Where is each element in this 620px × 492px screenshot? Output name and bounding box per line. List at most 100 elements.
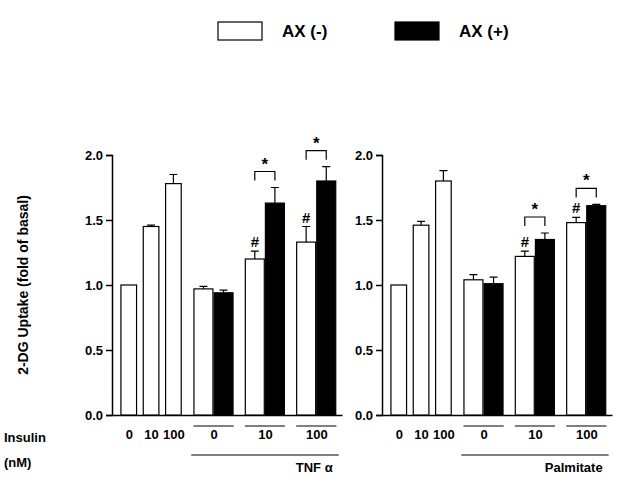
error-bar (251, 251, 259, 259)
y-tick: 0.0 (85, 408, 112, 423)
legend-swatch (218, 22, 262, 40)
x-tick-label: 100 (576, 427, 598, 442)
x-tick: 100 (576, 415, 598, 442)
bar (214, 293, 233, 415)
error-bar (469, 275, 477, 280)
x-tick-label: 10 (258, 427, 272, 442)
y-tick: 0.5 (355, 343, 382, 358)
comparison-label: * (262, 155, 269, 174)
bar (436, 181, 452, 415)
y-tick-mark (376, 220, 382, 222)
y-axis: 0.0 0.5 1.0 1.5 2.0 (355, 148, 383, 423)
y-tick-mark (106, 155, 112, 157)
group-line (461, 454, 608, 455)
comparison-label: * (583, 171, 590, 190)
category-underline (464, 425, 504, 426)
bar (297, 242, 316, 415)
x-tick-label: 0 (210, 427, 217, 442)
y-tick: 1.0 (85, 278, 112, 293)
bars (391, 171, 606, 415)
y-tick-mark (106, 350, 112, 352)
y-tick-label: 1.0 (355, 278, 373, 293)
bar (265, 203, 284, 415)
error-bar (592, 204, 600, 205)
y-tick: 2.0 (85, 148, 112, 163)
legend-swatch (395, 22, 439, 40)
significance-label: # (521, 233, 530, 250)
group-line (191, 454, 338, 455)
x-tick: 10 (528, 415, 542, 442)
y-tick: 0.0 (355, 408, 382, 423)
bar (535, 240, 554, 416)
error-bar (302, 227, 310, 243)
x-tick: 10 (258, 415, 272, 442)
x-tick-label: 10 (144, 427, 158, 442)
y-tick-label: 2.0 (85, 148, 103, 163)
x-tick: 0 (396, 415, 403, 442)
bar (567, 223, 586, 415)
x-axis: 0 10 100 0 10 100 (383, 415, 613, 442)
category-underline (245, 425, 285, 426)
y-tick: 1.5 (355, 213, 382, 228)
bar (121, 285, 137, 415)
x-tick: 0 (480, 415, 487, 442)
legend-label: AX (-) (282, 22, 327, 41)
y-tick-mark (106, 220, 112, 222)
x-tick: 100 (433, 415, 455, 442)
category-underline (566, 425, 606, 426)
bar (194, 289, 213, 415)
x-tick: 10 (144, 415, 158, 442)
comparison-label: * (532, 200, 539, 219)
error-bar (169, 175, 177, 184)
y-tick-label: 0.0 (85, 408, 103, 423)
bar (166, 184, 182, 415)
x-axis-title-line: (nM) (4, 455, 31, 470)
y-tick-label: 2.0 (355, 148, 373, 163)
y-tick-label: 1.5 (85, 213, 103, 228)
significance-label: # (251, 233, 260, 250)
y-tick-mark (376, 155, 382, 157)
y-tick-mark (106, 285, 112, 287)
chart-svg: 0.00.51.01.52.0010100010100##**TNF αInsu… (0, 0, 620, 492)
significance-label: # (302, 209, 311, 226)
x-tick: 10 (414, 415, 428, 442)
bar (413, 225, 429, 415)
legend: AX (-) AX (+) (218, 22, 509, 41)
y-tick-label: 0.5 (355, 343, 373, 358)
y-tick-label: 0.0 (355, 408, 373, 423)
x-tick-label: 100 (306, 427, 328, 442)
x-tick-label: 0 (126, 427, 133, 442)
y-tick-mark (106, 415, 112, 417)
error-bar (439, 171, 447, 181)
x-axis-title: Insulin(nM) (4, 430, 46, 470)
error-bar (541, 233, 549, 240)
y-tick-label: 0.5 (85, 343, 103, 358)
group-label: TNF α (296, 460, 333, 475)
x-tick-label: 100 (433, 427, 455, 442)
error-bar (521, 251, 529, 256)
y-tick-mark (376, 350, 382, 352)
bar (515, 256, 534, 415)
y-tick: 2.0 (355, 148, 382, 163)
error-bar (220, 290, 228, 293)
y-tick: 1.5 (85, 213, 112, 228)
error-bar (572, 217, 580, 222)
bar (245, 259, 264, 415)
y-tick-mark (376, 285, 382, 287)
bars (121, 167, 336, 415)
bar (484, 284, 503, 415)
error-bar (199, 286, 207, 289)
bar (391, 285, 407, 415)
bar (143, 227, 159, 416)
x-tick-label: 0 (480, 427, 487, 442)
error-bar (490, 277, 498, 284)
x-tick: 0 (210, 415, 217, 442)
bar (464, 280, 483, 415)
legend-label: AX (+) (459, 22, 509, 41)
bar (317, 181, 336, 415)
error-bar (271, 188, 279, 204)
bar (587, 206, 606, 415)
y-axis: 0.0 0.5 1.0 1.5 2.0 (85, 148, 113, 423)
chart-container: 0.00.51.01.52.0010100010100##**TNF αInsu… (0, 0, 620, 492)
y-tick-label: 1.0 (85, 278, 103, 293)
